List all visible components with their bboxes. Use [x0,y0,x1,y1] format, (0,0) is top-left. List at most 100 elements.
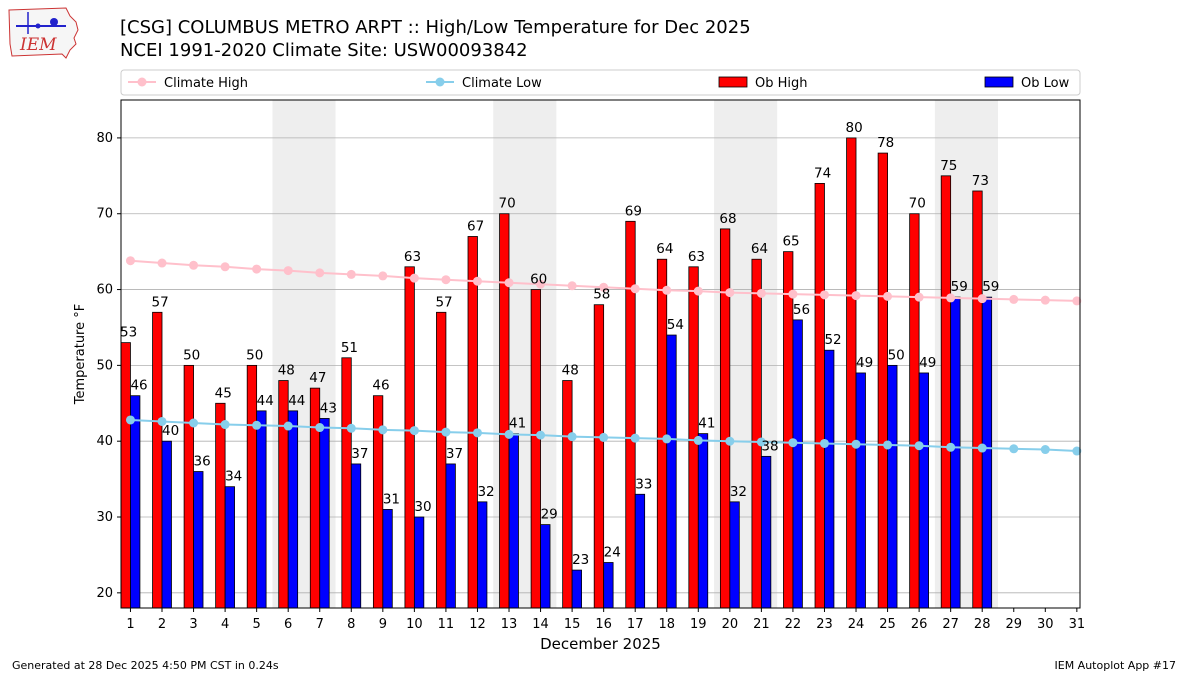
legend-label: Climate High [164,76,248,91]
ob-low-bar [350,463,362,609]
ob-low-label: 32 [730,484,747,500]
ob-high-label: 58 [593,287,610,303]
ob-low-bar [508,433,519,609]
ob-high-bar [120,342,131,609]
climate-low-point [788,438,798,448]
x-tick-label: 18 [658,617,675,632]
x-tick-label: 9 [379,617,387,632]
climate-low-point [630,433,640,443]
ob-high-label: 48 [562,363,579,379]
x-tick-label: 4 [221,617,229,632]
climate-high-point [914,292,924,302]
legend-label: Climate Low [462,76,542,91]
legend-label: Ob High [755,76,808,91]
ob-low-label: 54 [667,317,684,333]
ob-high-label: 57 [152,294,169,310]
y-tick-label: 40 [96,434,113,449]
climate-high-point [599,282,609,292]
ob-high-label: 78 [877,135,894,151]
ob-high-bar [152,311,163,609]
x-axis-label: December 2025 [540,635,661,653]
climate-low-point [441,427,451,437]
x-tick-label: 20 [722,617,739,632]
x-tick-label: 11 [438,617,455,632]
x-tick-label: 27 [942,617,959,632]
ob-low-label: 49 [919,355,936,371]
x-tick-label: 24 [848,617,865,632]
ob-high-bar [909,213,920,609]
climate-low-point [409,426,419,436]
ob-low-bar [666,334,677,609]
ob-high-bar [783,251,794,609]
x-tick-label: 26 [911,617,928,632]
ob-high-label: 57 [435,294,452,310]
ob-high-bar [846,137,857,609]
ob-high-label: 63 [688,249,705,265]
climate-high-point [189,260,199,270]
ob-high-label: 47 [309,370,326,386]
ob-high-bar [562,380,573,609]
climate-low-point [693,435,703,445]
y-tick-label: 50 [96,358,113,373]
x-tick-label: 23 [816,617,833,632]
y-tick-label: 80 [96,131,113,146]
climate-high-point [1072,296,1082,306]
bar-value-labels: 53 57 50 45 50 48 47 51 46 63 57 67 70 60 48 58 69 64 63 68… [120,120,999,568]
ob-high-bar [341,357,352,609]
climate-high-point [725,288,735,298]
ob-high-bar [404,266,415,609]
x-tick-label: 2 [158,617,166,632]
climate-low-point [977,443,987,453]
climate-low-point [189,418,199,428]
x-tick-label: 8 [347,617,355,632]
ob-high-label: 64 [656,241,673,257]
ob-low-bar [130,395,141,609]
ob-low-label: 49 [856,355,873,371]
y-tick-label: 70 [96,207,113,222]
climate-low-point [599,432,609,442]
ob-low-bar [887,364,898,609]
ob-low-label: 32 [477,484,494,500]
x-tick-label: 21 [753,617,770,632]
legend-swatch-marker [435,77,445,87]
ob-low-bar [855,372,866,609]
climate-low-point [346,423,356,433]
climate-high-point [662,285,672,295]
ob-low-bar [697,433,709,609]
climate-high-point [378,271,388,281]
plot-frame [120,99,1081,609]
ob-low-label: 30 [414,499,431,515]
ob-low-bar [382,509,393,609]
legend-label: Ob Low [1021,76,1070,91]
ob-high-label: 60 [530,272,547,288]
ob-low-bar [981,296,993,609]
ob-high-bar [499,213,510,609]
x-tick-label: 30 [1037,617,1054,632]
x-tick-label: 1 [126,617,134,632]
ob-high-bar [278,380,289,609]
footer-app: IEM Autoplot App #17 [1054,659,1177,672]
ob-low-label: 46 [130,378,147,394]
ob-low-bar [413,516,425,609]
climate-high-point [346,269,356,279]
x-tick-label: 16 [595,617,612,632]
ob-high-label: 45 [215,385,232,401]
ob-high-bar [530,289,541,609]
climate-low-point [283,421,293,431]
ob-high-label: 65 [782,234,799,250]
climate-high-point [567,281,577,291]
ob-low-label: 37 [446,446,463,462]
legend-box [120,69,1081,96]
climate-high-point [536,279,546,289]
ob-high-label: 50 [246,347,263,363]
ob-low-bar [729,501,740,609]
climate-low-point [472,428,482,438]
iowa-outline [8,7,79,59]
ob-low-label: 50 [888,347,905,363]
ob-high-bar [183,364,194,609]
climate-high-point [693,286,703,296]
ob-high-label: 70 [499,196,516,212]
climate-low-point [504,429,514,439]
ob-low-bar [634,493,646,609]
